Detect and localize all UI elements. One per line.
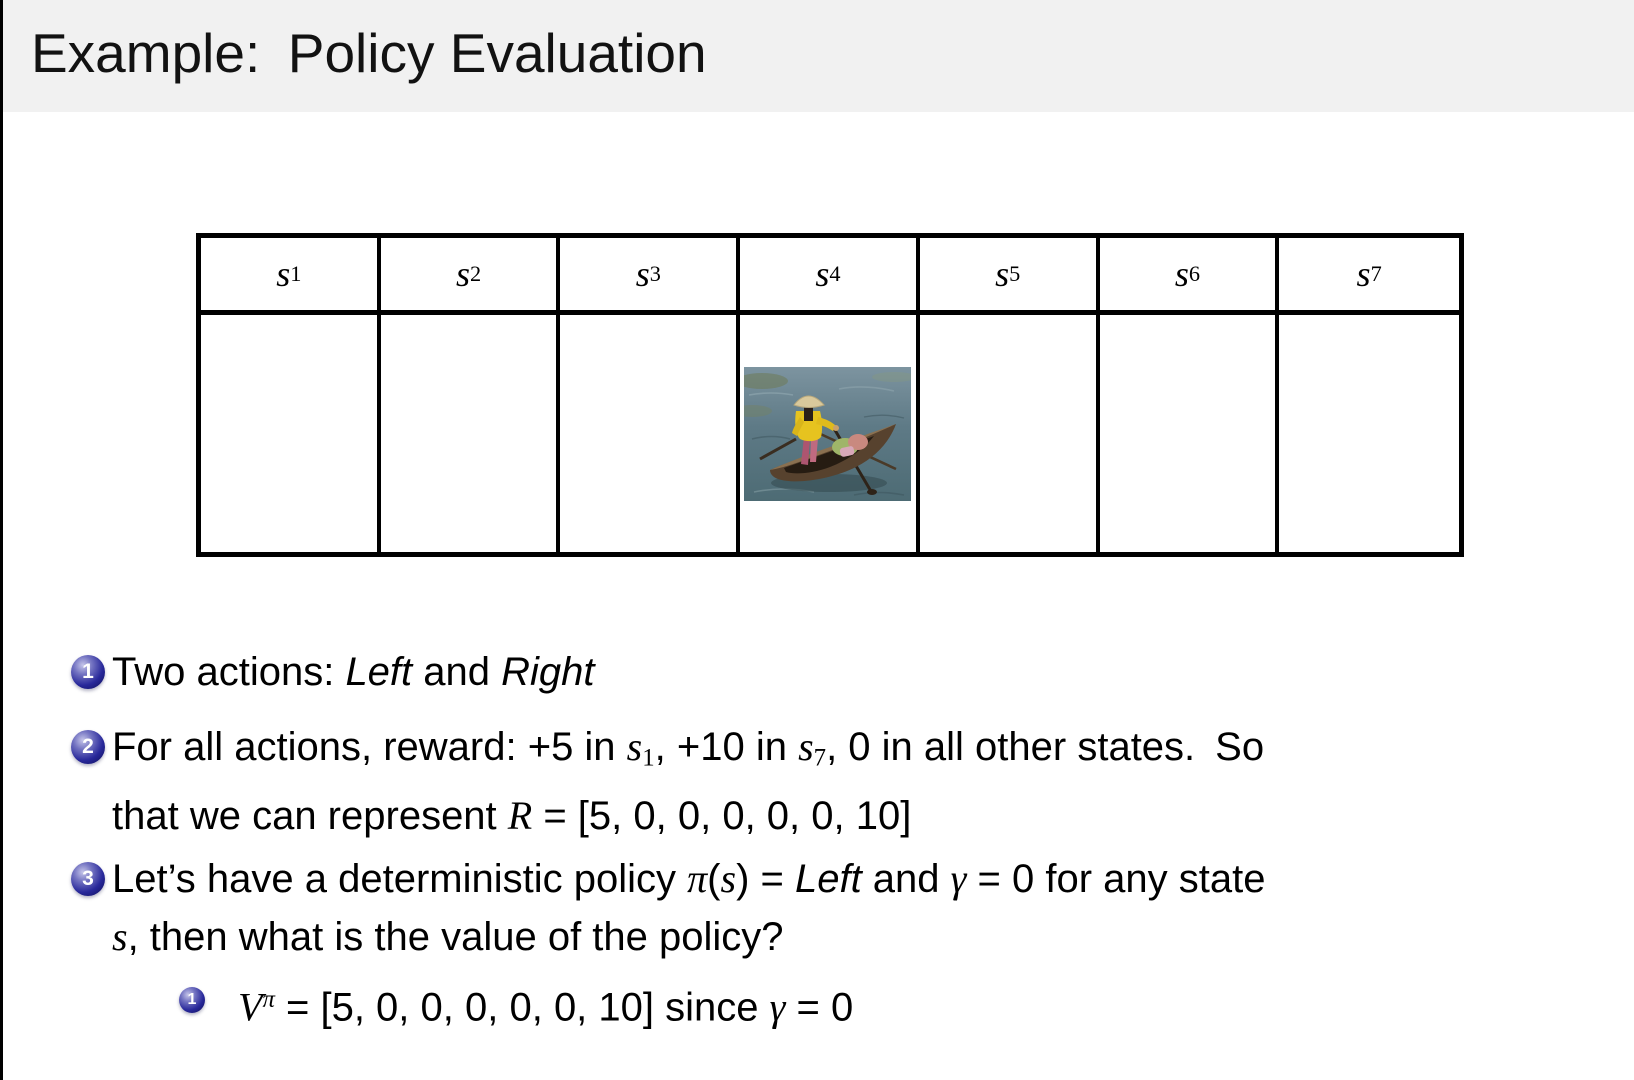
math-subscript: 1 xyxy=(642,744,655,772)
table-cell-s7 xyxy=(1279,315,1459,552)
left-border-rule xyxy=(0,0,3,1080)
text-segment: and xyxy=(412,650,502,694)
state-subscript: 2 xyxy=(469,261,482,286)
text-segment: = [5, 0, 0, 0, 0, 0, 10] xyxy=(532,794,912,839)
title-bar: Example: Policy Evaluation xyxy=(3,0,1634,112)
state-subscript: 6 xyxy=(1188,261,1200,286)
text-segment: = 0 for any state xyxy=(966,857,1266,901)
math-var: V xyxy=(238,984,263,1030)
table-cell-s4 xyxy=(740,315,920,552)
state-label: s xyxy=(815,254,830,294)
bullet-2-line-2: that we can represent R = [5, 0, 0, 0, 0… xyxy=(112,787,1634,845)
state-subscript: 3 xyxy=(649,261,661,286)
text-segment: = [5, 0, 0, 0, 0, 0, 10] since xyxy=(274,985,770,1030)
bullet-number-badge: 1 xyxy=(71,655,105,689)
text-segment: Let’s have a deterministic policy xyxy=(112,857,688,901)
bullet-3-line-1: Let’s have a deterministic policy π(s) =… xyxy=(112,850,1634,908)
sub-bullet-item: 1 Vπ = [5, 0, 0, 0, 0, 0, 10] since γ = … xyxy=(0,975,1634,1033)
math-superscript: π xyxy=(262,986,275,1013)
math-var: π xyxy=(687,856,708,901)
text-segment: that we can represent xyxy=(112,794,508,839)
page-title: Example: Policy Evaluation xyxy=(31,22,707,84)
table-cell-s6 xyxy=(1099,315,1280,552)
state-subscript: 4 xyxy=(829,261,841,286)
state-label: s xyxy=(1356,254,1371,294)
bullet-number-badge: 3 xyxy=(71,862,105,896)
state-label: s xyxy=(1174,254,1189,294)
text-segment: Right xyxy=(501,650,595,694)
bullet-number: 3 xyxy=(82,867,94,890)
text-segment: Two actions: xyxy=(112,650,346,694)
text-segment: Left xyxy=(794,857,862,901)
bullet-number: 1 xyxy=(82,660,94,683)
text-segment: For all actions, reward: +5 in xyxy=(112,725,627,769)
math-var: γ xyxy=(769,984,786,1030)
math-subscript: 7 xyxy=(813,744,827,772)
state-label: s xyxy=(276,254,291,294)
bullet-2-line-1: For all actions, reward: +5 in s1, +10 i… xyxy=(112,718,1634,787)
state-subscript: 7 xyxy=(1370,261,1382,286)
state-label: s xyxy=(455,254,470,294)
bullet-item-2: 2 For all actions, reward: +5 in s1, +10… xyxy=(0,718,1634,845)
math-var: s xyxy=(720,856,737,901)
math-var: s xyxy=(112,914,128,959)
text-segment: Left xyxy=(345,650,413,694)
text-segment: , +10 in xyxy=(654,725,799,769)
bullet-3-line-2: s, then what is the value of the policy? xyxy=(112,908,1634,966)
text-segment: ) = xyxy=(736,857,795,901)
text-segment: and xyxy=(861,857,951,901)
text-segment: = 0 xyxy=(785,985,854,1030)
state-subscript: 1 xyxy=(290,261,302,286)
state-subscript: 5 xyxy=(1009,261,1021,286)
state-label: s xyxy=(635,254,650,294)
bullet-number: 1 xyxy=(187,991,197,1008)
math-var: γ xyxy=(950,856,967,901)
state-label: s xyxy=(995,254,1010,294)
text-segment: , then what is the value of the policy? xyxy=(127,915,784,959)
text-segment: , 0 in all other states. So xyxy=(826,725,1265,769)
bullet-number-badge: 2 xyxy=(71,730,105,764)
text-segment: ( xyxy=(707,857,721,901)
bullet-item-3: 3 Let’s have a deterministic policy π(s)… xyxy=(0,850,1634,966)
table-cell-s1 xyxy=(201,315,381,552)
boat-photo xyxy=(744,366,912,501)
bullet-item-1: 1 Two actions: Left and Right xyxy=(0,643,1634,701)
table-cell-s2 xyxy=(380,315,561,552)
table-cell-s3 xyxy=(560,315,741,552)
math-var: s xyxy=(798,724,814,769)
sub-bullet-line: Vπ = [5, 0, 0, 0, 0, 0, 10] since γ = 0 xyxy=(238,975,1634,1033)
table-cell-s5 xyxy=(919,315,1100,552)
math-var: R xyxy=(507,793,533,839)
bullet-number: 2 xyxy=(82,735,94,758)
math-var: s xyxy=(626,724,643,769)
bullet-number-badge: 1 xyxy=(179,987,205,1013)
bullet-1-line-1: Two actions: Left and Right xyxy=(112,643,1634,701)
